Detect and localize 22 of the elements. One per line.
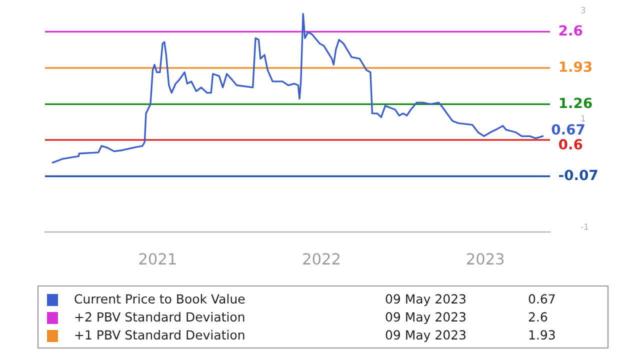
y-tick-label: 3 bbox=[581, 6, 586, 14]
text: +2 PBV Standard Deviation bbox=[75, 312, 244, 322]
text: 09 May 2023 bbox=[386, 294, 466, 306]
ref-line-label: 0.6 bbox=[558, 139, 582, 150]
x-tick-label: 2023 bbox=[467, 253, 504, 265]
text: +1 PBV Standard Deviation bbox=[75, 330, 244, 340]
y-tick-label: -1 bbox=[580, 224, 588, 230]
annotation: 0.67 bbox=[552, 124, 584, 135]
text: 2.6 bbox=[528, 312, 548, 322]
y-tick-label: 1 bbox=[581, 115, 586, 122]
text: 0.67 bbox=[528, 294, 555, 304]
ref-line-label: 1.93 bbox=[560, 61, 592, 72]
text: 1.93 bbox=[529, 330, 555, 340]
ref-line-label: 2.6 bbox=[559, 25, 582, 36]
text: 09 May 2023 bbox=[386, 330, 466, 342]
text: 09 May 2023 bbox=[386, 312, 466, 324]
ref-line-label: -0.07 bbox=[559, 170, 598, 180]
x-tick-label: 2022 bbox=[303, 253, 340, 265]
x-tick-label: 2021 bbox=[139, 253, 176, 265]
ref-line-label: 1.26 bbox=[560, 98, 592, 108]
legend-label: Current Price to Book Value bbox=[74, 294, 245, 304]
line-series bbox=[52, 12, 544, 164]
